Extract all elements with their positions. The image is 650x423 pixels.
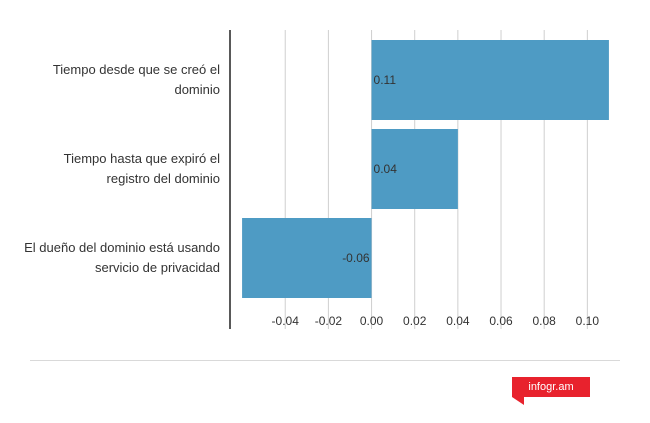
data-labels: 0.11 0.04 -0.06 bbox=[342, 73, 397, 265]
x-tick-label: 0.10 bbox=[576, 314, 600, 328]
x-tick-label: -0.02 bbox=[315, 314, 343, 328]
category-label-line: servicio de privacidad bbox=[94, 260, 220, 275]
x-tick-label: 0.08 bbox=[533, 314, 557, 328]
x-tick-label: 0.04 bbox=[446, 314, 470, 328]
bar bbox=[242, 218, 372, 298]
category-label-line: Tiempo hasta que expiró el bbox=[63, 151, 220, 166]
logo-badge bbox=[512, 377, 590, 397]
category-label: Tiempo desde que se creó el dominio bbox=[10, 60, 220, 100]
category-label: Tiempo hasta que expiró el registro del d… bbox=[10, 149, 220, 189]
category-label-line: Tiempo desde que se creó el bbox=[52, 62, 220, 77]
category-label: El dueño del dominio está usando servicio… bbox=[10, 238, 220, 278]
data-label: 0.04 bbox=[374, 162, 398, 176]
x-tick-label: 0.06 bbox=[489, 314, 513, 328]
category-label-line: registro del dominio bbox=[106, 171, 220, 186]
x-tick-labels: -0.04 -0.02 0.00 0.02 0.04 0.06 0.08 0.10 bbox=[272, 314, 600, 328]
x-tick-label: 0.02 bbox=[403, 314, 427, 328]
logo-text: infogr.am bbox=[528, 381, 574, 393]
x-tick-label: -0.04 bbox=[272, 314, 300, 328]
category-label-line: dominio bbox=[174, 82, 220, 97]
logo-tail bbox=[512, 397, 524, 405]
footer-divider bbox=[30, 360, 620, 361]
bar bbox=[371, 40, 609, 120]
infogram-logo[interactable]: infogr.am bbox=[512, 377, 590, 405]
bars bbox=[242, 40, 609, 298]
x-tick-label: 0.00 bbox=[360, 314, 384, 328]
data-label: -0.06 bbox=[342, 251, 370, 265]
data-label: 0.11 bbox=[374, 73, 397, 87]
category-label-line: El dueño del dominio está usando bbox=[24, 240, 220, 255]
bar bbox=[371, 129, 458, 209]
